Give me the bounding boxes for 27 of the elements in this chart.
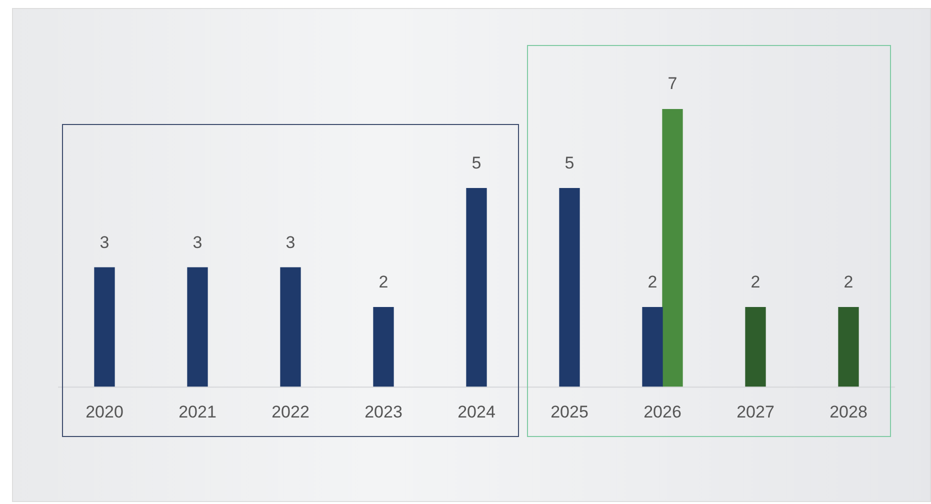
- data-label: 7: [668, 74, 678, 94]
- data-label: 5: [472, 154, 482, 172]
- data-label: 2: [378, 272, 388, 292]
- bar: [838, 306, 859, 387]
- bar: [559, 188, 580, 387]
- data-label: 5: [564, 154, 574, 172]
- x-tick-label: 2028: [830, 402, 868, 422]
- data-label: 2: [844, 272, 854, 292]
- x-tick-label: 2024: [458, 402, 496, 422]
- bar: [373, 306, 394, 387]
- x-tick-label: 2026: [644, 402, 682, 422]
- data-label: 3: [192, 232, 202, 252]
- x-tick-label: 2025: [550, 402, 588, 422]
- data-label: 3: [286, 232, 296, 252]
- x-tick-label: 2023: [364, 402, 402, 422]
- bar: [280, 267, 301, 387]
- x-tick-label: 2020: [86, 402, 124, 422]
- bar: [466, 188, 487, 387]
- x-tick-label: 2022: [272, 402, 310, 422]
- bar: [745, 306, 766, 387]
- x-tick-label: 2021: [178, 402, 216, 422]
- x-tick-label: 2027: [736, 402, 774, 422]
- bar: [94, 267, 115, 387]
- data-label: 2: [648, 272, 658, 292]
- data-label: 2: [750, 272, 760, 292]
- data-label: 3: [100, 232, 110, 252]
- bar: [187, 267, 208, 387]
